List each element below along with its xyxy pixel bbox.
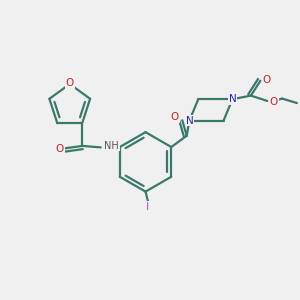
Text: N: N	[229, 94, 236, 104]
Text: NH: NH	[104, 141, 119, 151]
Text: N: N	[185, 116, 193, 126]
Text: O: O	[171, 112, 179, 122]
Text: O: O	[270, 97, 278, 107]
Text: O: O	[66, 78, 74, 88]
Text: O: O	[263, 75, 271, 85]
Text: I: I	[146, 202, 149, 212]
Text: O: O	[56, 144, 64, 154]
